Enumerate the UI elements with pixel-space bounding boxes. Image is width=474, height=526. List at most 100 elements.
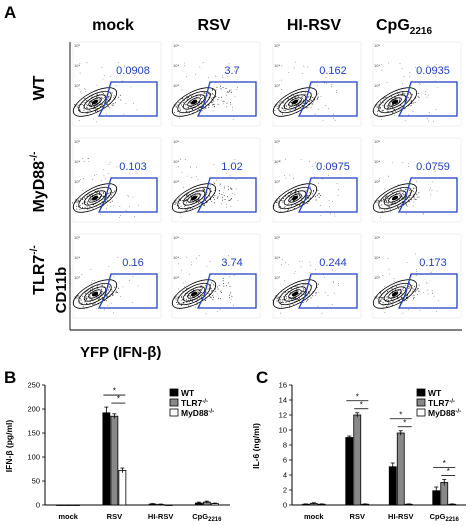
facs-event-dot [77, 201, 79, 202]
facs-event-dot [310, 264, 312, 266]
facs-event-dot [217, 288, 219, 290]
facs-y-tick: 10² [274, 103, 280, 108]
facs-event-dot [198, 199, 200, 201]
facs-y-tick: 10⁴ [74, 63, 80, 68]
facs-event-dot [212, 298, 214, 300]
facs-event-dot [288, 196, 290, 198]
facs-y-tick: 10³ [274, 275, 280, 280]
facs-event-dot [96, 96, 98, 98]
facs-event-dot [220, 291, 222, 293]
facs-event-dot [201, 110, 203, 111]
facs-event-dot [212, 93, 214, 95]
facs-event-dot [226, 261, 228, 263]
facs-event-dot [176, 106, 178, 108]
facs-event-dot [218, 193, 220, 195]
facs-event-dot [108, 286, 110, 288]
facs-event-dot [425, 94, 426, 95]
facs-event-dot [219, 183, 221, 185]
facs-event-dot [280, 100, 282, 102]
facs-event-dot [89, 301, 91, 303]
facs-event-dot [387, 291, 388, 292]
facs-y-tick: 10⁵ [74, 139, 80, 144]
facs-event-dot [184, 209, 186, 211]
facs-event-dot [180, 303, 182, 305]
facs-event-dot [229, 89, 231, 91]
row-label-myd88: MyD88-/- [29, 151, 48, 212]
il6-significance-star: * [360, 400, 363, 409]
facs-event-dot [125, 210, 127, 212]
facs-event-dot [336, 183, 338, 185]
ifnb-legend-label: TLR7-/- [181, 398, 208, 408]
facs-event-dot [412, 190, 414, 192]
facs-event-dot [178, 166, 180, 167]
ifnb-y-tick-label: 100 [27, 453, 40, 462]
facs-event-dot [132, 275, 134, 277]
facs-event-dot [296, 285, 298, 287]
facs-event-dot [91, 281, 92, 283]
facs-event-dot [286, 298, 287, 300]
facs-event-dot [200, 289, 202, 290]
gate-polygon [196, 81, 257, 117]
facs-event-dot [114, 191, 116, 193]
facs-event-dot [314, 176, 315, 178]
facs-y-tick: 10² [173, 295, 179, 300]
facs-contour [171, 279, 217, 309]
facs-event-dot [209, 195, 211, 197]
facs-event-dot [211, 282, 213, 284]
facs-event-dot [187, 107, 189, 109]
facs-event-dot [131, 265, 133, 267]
facs-event-dot [328, 71, 330, 73]
facs-event-dot [80, 302, 81, 303]
facs-event-dot [328, 200, 330, 201]
facs-event-dot [298, 293, 299, 294]
facs-event-dot [211, 190, 213, 192]
facs-event-dot [426, 283, 428, 284]
il6-x-tick-label: CpG2216 [430, 512, 460, 523]
facs-event-dot [426, 118, 428, 119]
facs-event-dot [72, 202, 73, 204]
facs-contour [372, 183, 418, 213]
facs-event-dot [182, 102, 184, 103]
facs-event-dot [226, 172, 228, 174]
facs-event-dot [233, 275, 235, 276]
facs-event-dot [328, 108, 329, 110]
facs-event-dot [136, 109, 138, 111]
facs-event-dot [213, 181, 215, 183]
facs-event-dot [189, 208, 191, 210]
facs-event-dot [284, 158, 286, 160]
facs-event-dot [203, 91, 205, 93]
facs-event-dot [87, 290, 89, 292]
facs-event-dot [213, 199, 215, 201]
facs-event-dot [412, 201, 414, 203]
facs-y-tick: 10³ [374, 179, 380, 184]
facs-event-dot [175, 202, 177, 204]
facs-event-dot [84, 88, 85, 90]
facs-event-dot [232, 193, 233, 194]
facs-event-dot [178, 203, 180, 205]
facs-event-dot [213, 202, 215, 204]
facs-event-dot [183, 65, 185, 67]
facs-event-dot [315, 196, 317, 198]
facs-y-tick: 10⁴ [274, 63, 280, 68]
facs-event-dot [181, 297, 183, 298]
facs-event-dot [105, 200, 107, 202]
facs-contour [83, 286, 107, 302]
facs-event-dot [230, 198, 232, 200]
facs-event-dot [233, 305, 234, 306]
facs-event-dot [324, 292, 326, 293]
facs-event-dot [211, 102, 213, 104]
facs-event-dot [402, 92, 404, 94]
facs-event-dot [295, 189, 297, 191]
facs-event-dot [302, 104, 303, 106]
facs-event-dot [101, 67, 103, 68]
facs-event-dot [94, 280, 96, 282]
facs-event-dot [299, 194, 301, 196]
facs-event-dot [90, 195, 91, 197]
facs-event-dot [426, 65, 428, 66]
facs-event-dot [106, 103, 107, 105]
facs-event-dot [386, 299, 388, 301]
facs-plot-frame [72, 41, 162, 127]
facs-event-dot [89, 109, 91, 111]
facs-event-dot [197, 202, 199, 204]
facs-contour [288, 289, 302, 299]
